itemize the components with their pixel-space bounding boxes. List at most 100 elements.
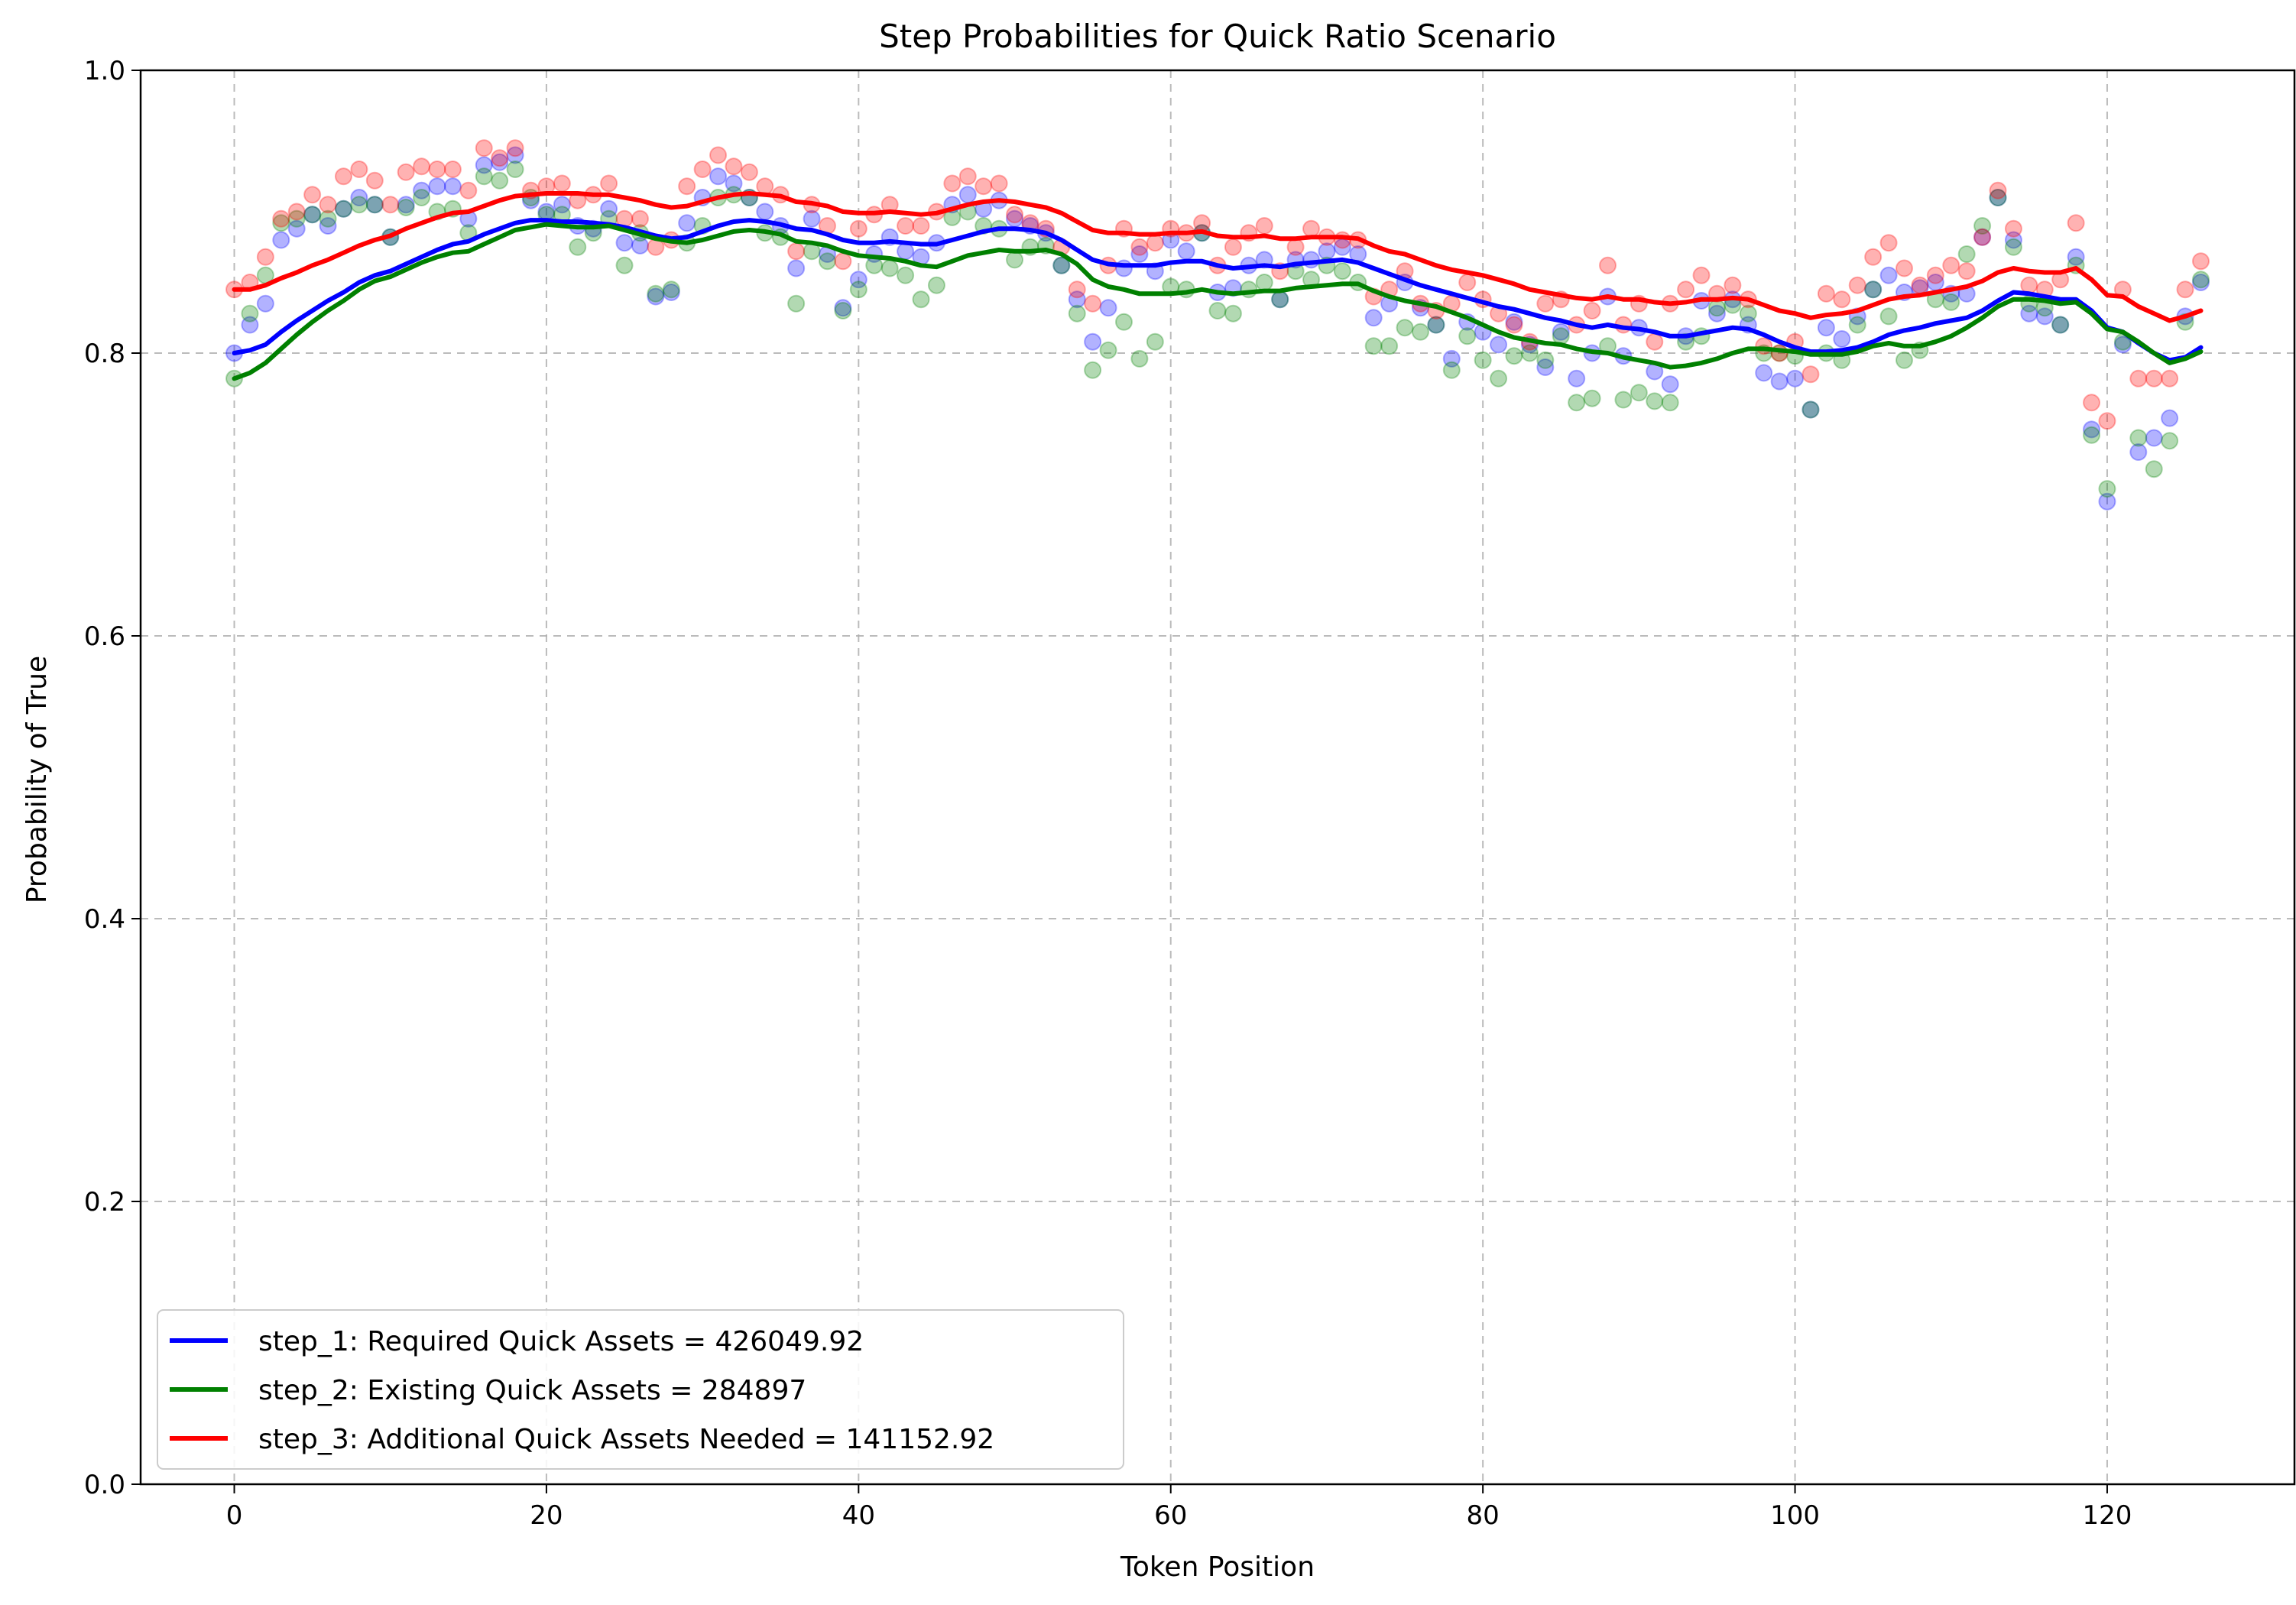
- x-axis-label: Token Position: [1120, 1552, 1315, 1583]
- series-1-point: [272, 231, 290, 249]
- x-tick-label: 60: [1154, 1500, 1187, 1531]
- series-1-point: [1801, 400, 1820, 419]
- series-1-point: [2191, 274, 2210, 291]
- series-2-point: [2098, 480, 2116, 498]
- x-tick-label: 0: [226, 1500, 243, 1531]
- series-1-point: [600, 199, 618, 218]
- series-2-point: [1006, 251, 1024, 269]
- series-2-point: [2161, 432, 2179, 450]
- series-1-point: [2083, 420, 2101, 439]
- series-2-point: [1114, 313, 1133, 331]
- series-3-point: [1084, 294, 1102, 313]
- series-1-point: [1661, 375, 1679, 394]
- legend-box: [157, 1309, 1124, 1470]
- series-1-point: [678, 214, 696, 232]
- series-3-point: [600, 174, 618, 193]
- series-3-point: [2145, 369, 2163, 387]
- series-1-point: [2098, 492, 2116, 511]
- y-tick-label: 0.2: [84, 1187, 125, 1218]
- series-3-point: [1817, 284, 1835, 303]
- series-1-point: [350, 189, 368, 206]
- series-2-point: [1630, 384, 1648, 402]
- series-3-point: [1942, 256, 1960, 274]
- series-3-point: [787, 242, 806, 261]
- series-1-point: [303, 206, 322, 224]
- series-2-point: [1396, 319, 1414, 337]
- series-1-point: [958, 186, 977, 204]
- series-2-line: [232, 222, 2204, 381]
- y-tick-label: 0.0: [84, 1470, 125, 1500]
- series-3-point: [491, 149, 509, 167]
- series-1-point: [615, 234, 634, 252]
- series-1-point: [553, 196, 571, 214]
- series-2-point: [1130, 349, 1149, 368]
- series-1-point: [897, 242, 915, 261]
- series-2-point: [1490, 369, 1508, 387]
- series-2-point: [787, 294, 806, 313]
- series-3-point: [1583, 302, 1601, 319]
- series-1-point: [1130, 245, 1149, 263]
- axes-frame: [139, 69, 2296, 1486]
- series-1-point: [2067, 248, 2085, 266]
- series-3-point: [1068, 280, 1086, 299]
- series-2-point: [1989, 189, 2007, 206]
- series-3-point: [631, 209, 649, 228]
- series-3-point: [1973, 228, 1992, 246]
- series-1-point: [1973, 228, 1992, 246]
- series-1-point: [1068, 290, 1086, 309]
- series-2-point: [1895, 351, 1913, 369]
- series-1-point: [2145, 429, 2163, 447]
- series-3-point: [1130, 238, 1149, 256]
- series-3-point: [2176, 280, 2194, 299]
- series-3-point: [334, 167, 352, 186]
- series-1-point: [428, 177, 446, 196]
- series-2-point: [1364, 337, 1383, 355]
- series-3-point: [2129, 369, 2148, 387]
- series-2-point: [897, 266, 915, 284]
- series-1-point: [2129, 443, 2148, 461]
- series-1-point: [2035, 307, 2054, 326]
- series-3-point: [319, 196, 337, 214]
- series-1-point: [1864, 280, 1883, 299]
- series-3-point: [1677, 280, 1695, 299]
- series-2-point: [1848, 316, 1866, 334]
- series-2-point: [1739, 304, 1757, 323]
- series-1-point: [1364, 309, 1383, 327]
- series-3-point: [553, 174, 571, 193]
- series-1-point: [756, 203, 774, 221]
- series-3-point: [1255, 217, 1273, 235]
- series-1-point: [1442, 349, 1461, 368]
- series-2-point: [1255, 274, 1273, 291]
- series-1-point: [803, 209, 821, 228]
- series-3-point: [1724, 276, 1742, 294]
- series-3-point: [740, 163, 758, 181]
- series-3-point: [756, 177, 774, 196]
- series-1-point: [849, 271, 867, 289]
- series-1-point: [241, 316, 259, 334]
- series-1-point: [2161, 409, 2179, 427]
- series-3-point: [1505, 316, 1523, 334]
- series-2-point: [1646, 392, 1664, 410]
- series-2-point: [834, 302, 852, 319]
- series-3-point: [2191, 252, 2210, 271]
- series-2-point: [927, 276, 945, 294]
- series-1-point: [1817, 319, 1835, 337]
- series-2-point: [1520, 344, 1539, 362]
- series-2-point: [569, 238, 587, 256]
- series-3-point: [1989, 181, 2007, 199]
- series-1-point: [491, 153, 509, 171]
- series-1-point: [1099, 299, 1117, 317]
- series-3-point: [943, 174, 962, 193]
- series-2-point: [365, 196, 384, 214]
- series-3-point: [428, 160, 446, 178]
- series-1-point: [662, 283, 680, 301]
- series-2-point: [615, 256, 634, 274]
- series-1-point: [443, 177, 462, 196]
- series-2-point: [1568, 394, 1586, 412]
- series-3-point: [1957, 262, 1976, 280]
- series-1-point: [725, 174, 743, 193]
- series-3-point: [709, 146, 728, 164]
- series-2-point: [2051, 316, 2070, 334]
- series-1-point: [413, 181, 431, 199]
